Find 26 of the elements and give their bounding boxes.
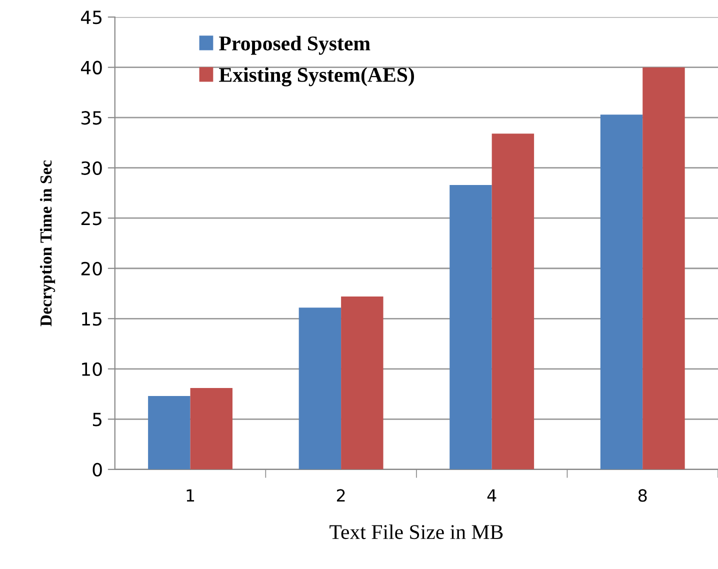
- bar: [190, 388, 232, 470]
- y-tick-label: 5: [92, 412, 102, 426]
- bar: [492, 134, 534, 470]
- y-tick-label: 20: [81, 262, 102, 276]
- bar: [148, 396, 190, 470]
- bar: [600, 114, 643, 470]
- bar: [450, 184, 492, 470]
- y-axis-title: Decryption Time in Sec: [40, 160, 56, 326]
- bar: [341, 296, 384, 470]
- x-tick-label: 4: [487, 489, 496, 502]
- y-tick-label: 15: [82, 312, 102, 326]
- y-tick-label: 0: [92, 462, 102, 477]
- x-axis-title: Text File Size in MB: [330, 524, 503, 540]
- y-tick-label: 25: [81, 212, 102, 226]
- y-tick-label: 35: [81, 111, 102, 125]
- x-tick-label: 1: [186, 489, 194, 502]
- bar: [642, 67, 685, 470]
- bar: [298, 308, 342, 470]
- legend-label: Proposed System: [219, 36, 370, 55]
- y-tick-label: 45: [80, 10, 102, 24]
- x-tick-label: 8: [638, 489, 647, 502]
- y-tick-label: 30: [81, 161, 102, 175]
- legend-label: Existing System(AES): [219, 67, 414, 86]
- x-tick-label: 2: [336, 489, 345, 502]
- y-tick-label: 10: [82, 362, 102, 376]
- y-tick-label: 40: [80, 60, 102, 74]
